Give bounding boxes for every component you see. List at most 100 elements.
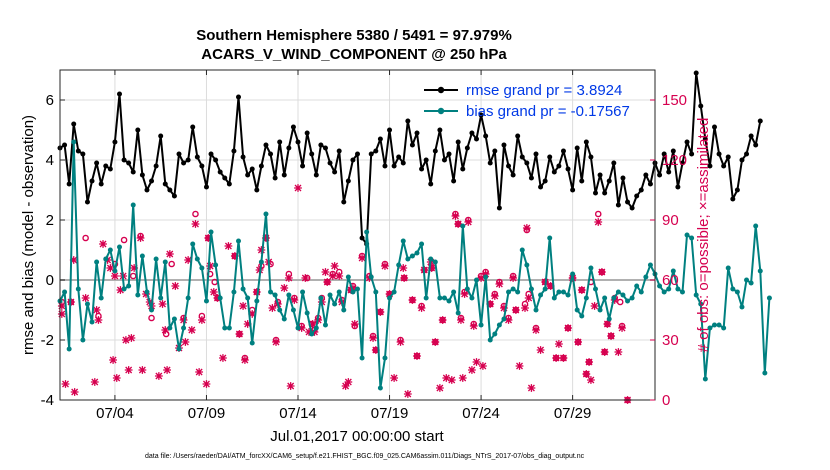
bias-point (478, 322, 484, 328)
obs-assimilated-marker (248, 310, 257, 318)
bias-point (606, 316, 612, 322)
bias-point (428, 256, 434, 262)
rmse-point (487, 160, 493, 166)
bias-point (130, 202, 136, 208)
rmse-point (515, 133, 521, 139)
rmse-point (350, 157, 356, 163)
rmse-point (149, 178, 155, 184)
obs-assimilated-marker (546, 282, 555, 290)
bias-point (213, 262, 219, 268)
bias-point (698, 301, 704, 307)
obs-assimilated-marker (109, 356, 117, 364)
bias-point (281, 316, 287, 322)
bias-point (322, 322, 328, 328)
rmse-point (492, 148, 498, 154)
bias-point (400, 238, 406, 244)
bias-point (107, 247, 113, 253)
bias-point (597, 307, 603, 313)
obs-assimilated-marker (509, 274, 518, 282)
obs-assimilated-marker (224, 242, 233, 250)
x-tick-label: 07/19 (371, 405, 409, 422)
bias-point (290, 307, 296, 313)
obs-assimilated-marker (130, 264, 139, 272)
y-right-tick-label: 60 (662, 272, 679, 289)
bias-point (432, 259, 438, 265)
bias-point (766, 295, 772, 301)
obs-assimilated-marker (431, 338, 440, 346)
obs-assimilated-marker (574, 338, 583, 346)
rmse-point (524, 160, 530, 166)
obs-assimilated-marker (358, 254, 366, 262)
bias-point (501, 316, 507, 322)
obs-assimilated-marker (532, 326, 540, 334)
bias-point (332, 301, 338, 307)
axis-ticks: 07/04 07/09 07/14 07/19 07/24 07/29-4-2024603… (41, 70, 687, 422)
obs-assimilated-marker (442, 374, 451, 382)
rmse-point (318, 142, 324, 148)
rmse-point (103, 163, 109, 169)
rmse-point (437, 127, 443, 133)
bias-point (240, 286, 246, 292)
chart-subtitle: ACARS_V_WIND_COMPONENT @ 250 hPa (201, 46, 507, 63)
x-tick-label: 07/24 (462, 405, 500, 422)
y-right-tick-label: 150 (662, 92, 687, 109)
bias-point (199, 265, 205, 271)
bias-point (560, 289, 566, 295)
rmse-point (528, 175, 534, 181)
rmse-point (725, 154, 731, 160)
obs-assimilated-marker (344, 378, 353, 386)
bias-point (625, 298, 631, 304)
rmse-point (162, 181, 168, 187)
bias-point (249, 340, 255, 346)
bias-point (524, 262, 530, 268)
obs-assimilated-marker (400, 274, 409, 282)
bias-point (506, 289, 512, 295)
bias-point (277, 307, 283, 313)
obs-assimilated-marker (112, 374, 121, 382)
obs-assimilated-marker (301, 274, 310, 282)
bias-point (643, 274, 649, 280)
obs-assimilated-marker (618, 324, 626, 332)
bias-point (510, 286, 516, 292)
y-left-tick-label: 2 (46, 212, 54, 229)
obs-assimilated-marker (447, 376, 456, 384)
bias-point (208, 229, 214, 235)
bias-point (702, 376, 708, 382)
rmse-point (441, 157, 447, 163)
rmse-point (135, 127, 141, 133)
rmse-point (721, 163, 727, 169)
obs-assimilated-marker (564, 324, 572, 332)
rmse-point (309, 151, 315, 157)
rmse-point (396, 154, 402, 160)
obs-assimilated-marker (262, 234, 270, 242)
bias-point (757, 268, 763, 274)
rmse-point (638, 187, 644, 193)
rmse-point (730, 196, 736, 202)
bias-point (661, 289, 667, 295)
rmse-point (483, 133, 489, 139)
y-left-tick-label: 0 (46, 272, 54, 289)
obs-assimilated-marker (122, 336, 130, 344)
rmse-point (240, 154, 246, 160)
bias-point (570, 271, 576, 277)
y-left-tick-label: -4 (41, 392, 54, 409)
rmse-point (130, 169, 136, 175)
bias-point (474, 277, 479, 283)
obs-assimilated-marker (213, 294, 222, 302)
bias-point (167, 325, 173, 331)
rmse-point (414, 130, 420, 136)
rmse-point (542, 178, 548, 184)
bias-point (359, 355, 365, 361)
rmse-point (615, 202, 621, 208)
bias-point (135, 292, 141, 298)
bias-point (556, 289, 562, 295)
rmse-point (226, 181, 232, 187)
obs-assimilated-marker (335, 272, 344, 280)
rmse-point (185, 157, 191, 163)
bias-point (615, 289, 621, 295)
obs-assimilated-marker (587, 376, 595, 384)
rmse-point (199, 163, 205, 169)
bias-point (441, 295, 447, 301)
bias-point (602, 295, 608, 301)
rmse-point (98, 181, 104, 187)
